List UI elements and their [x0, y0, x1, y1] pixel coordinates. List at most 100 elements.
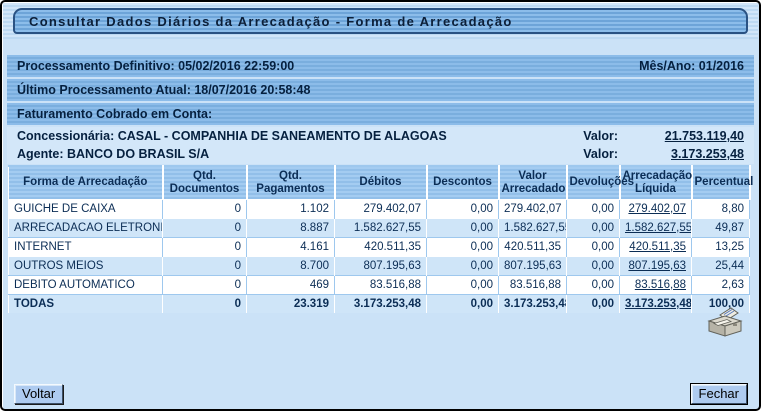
header-debitos: Débitos [334, 165, 428, 200]
debitos-cell: 279.402,07 [334, 198, 427, 218]
header-forma-arrecadacao: Forma de Arrecadação [8, 165, 164, 200]
qtd-pag-cell: 23.319 [246, 293, 335, 313]
percentual-cell: 2,63 [691, 274, 750, 294]
qtd-doc-cell: 0 [162, 274, 247, 294]
info-section: Processamento Definitivo: 05/02/2016 22:… [7, 55, 754, 127]
debitos-cell: 1.582.627,55 [334, 217, 427, 237]
debitos-cell: 420.511,35 [334, 236, 427, 256]
valor-arrecadado-cell: 83.516,88 [498, 274, 567, 294]
qtd-doc-cell: 0 [162, 236, 247, 256]
ultimo-processamento-text: Último Processamento Atual: 18/07/2016 2… [17, 83, 311, 97]
debitos-cell: 83.516,88 [334, 274, 427, 294]
concessionaria-row: Concessionária: CASAL - COMPANHIA DE SAN… [7, 127, 754, 145]
table-row: DEBITO AUTOMATICO 0 469 83.516,88 0,00 8… [8, 274, 750, 294]
qtd-doc-cell: 0 [162, 217, 247, 237]
arrecadacao-liquida-cell: 807.195,63 [619, 255, 692, 275]
descontos-cell: 0,00 [426, 293, 499, 313]
forma-cell: DEBITO AUTOMATICO [8, 274, 163, 294]
arrecadacao-liquida-link[interactable]: 279.402,07 [628, 202, 686, 215]
devolucoes-cell: 0,00 [566, 255, 620, 275]
valor-arrecadado-cell: 1.582.627,55 [498, 217, 567, 237]
mes-ano-text: Mês/Ano: 01/2016 [639, 59, 744, 73]
agente-row: Agente: BANCO DO BRASIL S/A Valor: 3.173… [7, 145, 754, 163]
arrecadacao-liquida-cell: 83.516,88 [619, 274, 692, 294]
info-bar-ultimo-processamento: Último Processamento Atual: 18/07/2016 2… [7, 79, 754, 101]
table-row-total: TODAS 0 23.319 3.173.253,48 0,00 3.173.2… [8, 293, 750, 313]
forma-cell: ARRECADACAO ELETRONICA [8, 217, 163, 237]
debitos-cell: 807.195,63 [334, 255, 427, 275]
table-header-row: Forma de Arrecadação Qtd. Documentos Qtd… [8, 165, 753, 200]
debitos-cell: 3.173.253,48 [334, 293, 427, 313]
table-row: ARRECADACAO ELETRONICA 0 8.887 1.582.627… [8, 217, 750, 237]
arrecadacao-liquida-cell: 420.511,35 [619, 236, 692, 256]
info-bar-faturamento: Faturamento Cobrado em Conta: [7, 103, 754, 125]
devolucoes-cell: 0,00 [566, 217, 620, 237]
info-bar-processamento-definitivo: Processamento Definitivo: 05/02/2016 22:… [7, 55, 754, 77]
percentual-cell: 100,00 [691, 293, 750, 313]
print-icon[interactable] [704, 304, 746, 342]
header-valor-arrecadado: Valor Arrecadado [498, 165, 568, 200]
forma-cell: OUTROS MEIOS [8, 255, 163, 275]
forma-cell: TODAS [8, 293, 163, 313]
devolucoes-cell: 0,00 [566, 236, 620, 256]
qtd-doc-cell: 0 [162, 255, 247, 275]
arrecadacao-liquida-link[interactable]: 1.582.627,55 [625, 221, 692, 234]
header-devolucoes: Devoluções [566, 165, 634, 200]
descontos-cell: 0,00 [426, 236, 499, 256]
arrecadacao-liquida-link[interactable]: 83.516,88 [634, 278, 686, 291]
voltar-button[interactable]: Voltar [14, 384, 64, 404]
forma-cell: GUICHE DE CAIXA [8, 198, 163, 218]
devolucoes-cell: 0,00 [566, 274, 620, 294]
descontos-cell: 0,00 [426, 255, 499, 275]
page-title: Consultar Dados Diários da Arrecadação -… [13, 8, 748, 34]
header-qtd-documentos: Qtd. Documentos [162, 165, 248, 200]
arrecadacao-table: Forma de Arrecadação Qtd. Documentos Qtd… [8, 165, 753, 313]
devolucoes-cell: 0,00 [566, 198, 620, 218]
descontos-cell: 0,00 [426, 274, 499, 294]
entities-section: Concessionária: CASAL - COMPANHIA DE SAN… [7, 127, 754, 164]
header-qtd-pagamentos: Qtd. Pagamentos [246, 165, 336, 200]
table-row: INTERNET 0 4.161 420.511,35 0,00 420.511… [8, 236, 750, 256]
descontos-cell: 0,00 [426, 198, 499, 218]
header-descontos: Descontos [426, 165, 500, 200]
forma-cell: INTERNET [8, 236, 163, 256]
concessionaria-valor-label: Valor: [583, 129, 618, 143]
concessionaria-text: Concessionária: CASAL - COMPANHIA DE SAN… [17, 129, 447, 143]
agente-text: Agente: BANCO DO BRASIL S/A [17, 147, 210, 161]
qtd-doc-cell: 0 [162, 293, 247, 313]
processamento-definitivo-text: Processamento Definitivo: 05/02/2016 22:… [17, 59, 295, 73]
agente-valor-link[interactable]: 3.173.253,48 [671, 147, 744, 161]
qtd-pag-cell: 469 [246, 274, 335, 294]
header-arrecadacao-liquida: Arrecadação Líquida [619, 165, 693, 200]
qtd-pag-cell: 8.887 [246, 217, 335, 237]
valor-arrecadado-cell: 420.511,35 [498, 236, 567, 256]
percentual-cell: 49,87 [691, 217, 750, 237]
concessionaria-valor-link[interactable]: 21.753.119,40 [664, 129, 744, 143]
percentual-cell: 8,80 [691, 198, 750, 218]
arrecadacao-liquida-cell: 1.582.627,55 [619, 217, 692, 237]
arrecadacao-liquida-link[interactable]: 420.511,35 [629, 240, 686, 253]
faturamento-text: Faturamento Cobrado em Conta: [17, 107, 213, 121]
qtd-pag-cell: 1.102 [246, 198, 335, 218]
fechar-button[interactable]: Fechar [690, 384, 747, 404]
percentual-cell: 25,44 [691, 255, 750, 275]
descontos-cell: 0,00 [426, 217, 499, 237]
arrecadacao-liquida-cell: 3.173.253,48 [619, 293, 692, 313]
valor-arrecadado-cell: 279.402,07 [498, 198, 567, 218]
page-title-text: Consultar Dados Diários da Arrecadação -… [29, 13, 513, 29]
percentual-cell: 13,25 [691, 236, 750, 256]
qtd-pag-cell: 8.700 [246, 255, 335, 275]
table-row: OUTROS MEIOS 0 8.700 807.195,63 0,00 807… [8, 255, 750, 275]
arrecadacao-liquida-link[interactable]: 807.195,63 [628, 259, 686, 272]
valor-arrecadado-cell: 3.173.253,48 [498, 293, 567, 313]
agente-valor-label: Valor: [583, 147, 618, 161]
valor-arrecadado-cell: 807.195,63 [498, 255, 567, 275]
devolucoes-cell: 0,00 [566, 293, 620, 313]
qtd-doc-cell: 0 [162, 198, 247, 218]
arrecadacao-liquida-link[interactable]: 3.173.253,48 [625, 297, 692, 310]
header-percentual: Percentual [691, 165, 753, 200]
qtd-pag-cell: 4.161 [246, 236, 335, 256]
table-row: GUICHE DE CAIXA 0 1.102 279.402,07 0,00 … [8, 198, 750, 218]
arrecadacao-liquida-cell: 279.402,07 [619, 198, 692, 218]
